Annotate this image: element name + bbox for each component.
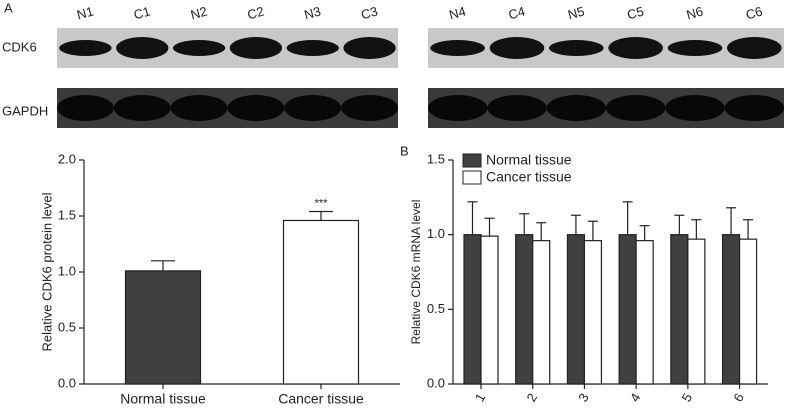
lane-label: N2 bbox=[189, 4, 209, 23]
panel-label: B bbox=[400, 143, 409, 158]
blot-strip bbox=[57, 28, 398, 68]
annotation: *** bbox=[315, 197, 329, 209]
x-tick-label: 5 bbox=[679, 391, 696, 405]
blot-band bbox=[57, 95, 114, 121]
blot-row-label: GAPDH bbox=[2, 103, 48, 118]
blot-band bbox=[487, 95, 547, 121]
bar bbox=[670, 234, 689, 385]
x-tick-label: 1 bbox=[472, 391, 489, 405]
legend-label: Normal tissue bbox=[486, 152, 572, 168]
lane-label: C1 bbox=[132, 4, 152, 23]
lane-label: C2 bbox=[246, 4, 266, 23]
bar bbox=[618, 234, 637, 385]
legend-swatch bbox=[462, 170, 482, 185]
lane-label: N6 bbox=[685, 4, 705, 23]
y-tick-label: 1.0 bbox=[427, 226, 445, 241]
lane-label: C3 bbox=[359, 4, 379, 23]
blot-band bbox=[229, 37, 283, 59]
bar bbox=[282, 219, 360, 385]
lane-label: N4 bbox=[447, 4, 467, 23]
blot-band bbox=[606, 95, 666, 121]
blot-band bbox=[170, 95, 228, 121]
lane-label: C4 bbox=[507, 4, 527, 23]
lane-label: C5 bbox=[625, 4, 645, 23]
lane-label: N5 bbox=[566, 4, 586, 23]
x-tick-label: Normal tissue bbox=[120, 391, 206, 407]
y-tick-label: 1.5 bbox=[427, 151, 445, 166]
x-tick-label: 4 bbox=[627, 391, 644, 405]
blot-band bbox=[343, 37, 396, 59]
y-tick-label: 2.0 bbox=[58, 151, 76, 166]
x-tick-label: Cancer tissue bbox=[278, 391, 364, 407]
blot-band bbox=[489, 37, 545, 59]
blot-band bbox=[428, 95, 488, 121]
lane-label: C6 bbox=[744, 4, 764, 23]
blot-strip bbox=[428, 28, 784, 68]
blot-band bbox=[116, 37, 169, 59]
blot-band bbox=[113, 95, 171, 121]
y-axis-label: Relative CDK6 protein level bbox=[39, 192, 54, 351]
bar bbox=[480, 235, 499, 385]
bar bbox=[583, 240, 603, 385]
y-tick-label: 0.5 bbox=[427, 301, 445, 316]
bar bbox=[687, 238, 706, 385]
bar bbox=[463, 234, 482, 385]
blot-band bbox=[608, 37, 663, 59]
blot-band bbox=[724, 95, 784, 121]
y-tick-label: 1.5 bbox=[58, 207, 76, 222]
x-tick-label: 6 bbox=[730, 391, 747, 405]
bar bbox=[124, 270, 202, 385]
blot-band bbox=[667, 40, 723, 56]
panel-label: A bbox=[4, 0, 13, 15]
blot-row-label: CDK6 bbox=[2, 39, 37, 54]
legend-label: Cancer tissue bbox=[486, 169, 572, 185]
blot-band bbox=[727, 37, 782, 59]
blot-band bbox=[227, 95, 285, 121]
y-tick-label: 1.0 bbox=[58, 263, 76, 278]
blot-band bbox=[430, 40, 485, 56]
bar bbox=[532, 240, 551, 385]
blot-band bbox=[286, 40, 339, 56]
legend-swatch bbox=[462, 153, 482, 168]
x-tick-label: 2 bbox=[523, 391, 540, 405]
x-tick-label: 3 bbox=[575, 391, 592, 405]
lane-label: N3 bbox=[303, 4, 323, 23]
y-tick-label: 0.5 bbox=[58, 319, 76, 334]
bar bbox=[566, 234, 586, 385]
y-tick-label: 0.0 bbox=[58, 375, 76, 390]
y-axis-label: Relative CDK6 mRNA level bbox=[409, 200, 423, 345]
blot-band bbox=[59, 40, 112, 56]
blot-band bbox=[341, 95, 399, 121]
blot-band bbox=[284, 95, 342, 121]
bar bbox=[635, 240, 654, 385]
bar bbox=[515, 234, 534, 385]
y-tick-label: 0.0 bbox=[427, 375, 445, 390]
blot-band bbox=[172, 40, 226, 56]
blot-band bbox=[549, 40, 604, 56]
lane-label: N1 bbox=[75, 4, 95, 23]
bar bbox=[721, 234, 741, 385]
blot-band bbox=[665, 95, 725, 121]
blot-band bbox=[546, 95, 606, 121]
bar bbox=[738, 238, 758, 385]
